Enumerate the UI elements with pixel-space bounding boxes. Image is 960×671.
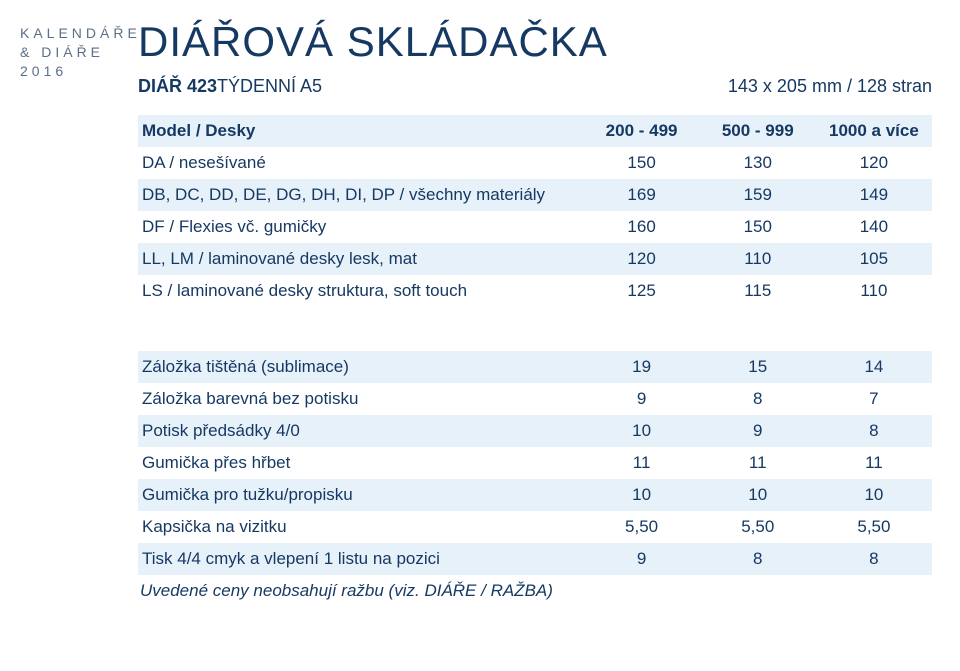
row-val: 15 [700, 351, 816, 383]
row-label: DF / Flexies vč. gumičky [138, 211, 584, 243]
subtitle-dims: 143 x 205 mm / 128 stran [728, 76, 932, 97]
sidebar-meta: KALENDÁŘE & DIÁŘE 2016 [20, 18, 130, 601]
page-title: DIÁŘOVÁ SKLÁDAČKA [138, 18, 932, 66]
row-val: 8 [700, 383, 816, 415]
row-val: 9 [584, 383, 700, 415]
row-val: 140 [816, 211, 932, 243]
row-label: Záložka barevná bez potisku [138, 383, 584, 415]
subtitle-row: DIÁŘ 423 TÝDENNÍ A5 143 x 205 mm / 128 s… [138, 76, 932, 97]
table-row: LL, LM / laminované desky lesk, mat 120 … [138, 243, 932, 275]
table-row: Potisk předsádky 4/0 10 9 8 [138, 415, 932, 447]
table-row: Gumička přes hřbet 11 11 11 [138, 447, 932, 479]
table-row: DB, DC, DD, DE, DG, DH, DI, DP / všechny… [138, 179, 932, 211]
footnote: Uvedené ceny neobsahují ražbu (viz. DIÁŘ… [138, 581, 932, 601]
row-val: 8 [816, 543, 932, 575]
row-val: 159 [700, 179, 816, 211]
side-line-1: KALENDÁŘE [20, 24, 130, 43]
row-val: 11 [584, 447, 700, 479]
table-row: DA / nesešívané 150 130 120 [138, 147, 932, 179]
row-val: 120 [816, 147, 932, 179]
head-label: Model / Desky [138, 115, 584, 147]
row-val: 110 [816, 275, 932, 307]
row-label: DA / nesešívané [138, 147, 584, 179]
row-val: 9 [700, 415, 816, 447]
row-val: 10 [816, 479, 932, 511]
row-val: 5,50 [584, 511, 700, 543]
row-val: 11 [700, 447, 816, 479]
side-line-3: 2016 [20, 62, 130, 81]
row-label: LL, LM / laminované desky lesk, mat [138, 243, 584, 275]
row-label: Potisk předsádky 4/0 [138, 415, 584, 447]
head-col-1: 200 - 499 [584, 115, 700, 147]
row-val: 169 [584, 179, 700, 211]
main-content: DIÁŘOVÁ SKLÁDAČKA DIÁŘ 423 TÝDENNÍ A5 14… [130, 18, 932, 601]
table-row: Tisk 4/4 cmyk a vlepení 1 listu na pozic… [138, 543, 932, 575]
row-label: Tisk 4/4 cmyk a vlepení 1 listu na pozic… [138, 543, 584, 575]
subtitle-strong: DIÁŘ 423 [138, 76, 217, 97]
table-row: DF / Flexies vč. gumičky 160 150 140 [138, 211, 932, 243]
row-val: 8 [700, 543, 816, 575]
row-label: DB, DC, DD, DE, DG, DH, DI, DP / všechny… [138, 179, 584, 211]
subtitle-light: TÝDENNÍ A5 [217, 76, 322, 97]
row-label: LS / laminované desky struktura, soft to… [138, 275, 584, 307]
row-val: 10 [584, 415, 700, 447]
table-gap [138, 307, 932, 351]
row-val: 19 [584, 351, 700, 383]
row-val: 130 [700, 147, 816, 179]
row-val: 149 [816, 179, 932, 211]
row-val: 5,50 [816, 511, 932, 543]
row-label: Záložka tištěná (sublimace) [138, 351, 584, 383]
table-row: Záložka tištěná (sublimace) 19 15 14 [138, 351, 932, 383]
row-label: Gumička přes hřbet [138, 447, 584, 479]
row-val: 115 [700, 275, 816, 307]
row-val: 10 [700, 479, 816, 511]
row-val: 5,50 [700, 511, 816, 543]
row-val: 150 [700, 211, 816, 243]
table-row: Kapsička na vizitku 5,50 5,50 5,50 [138, 511, 932, 543]
row-val: 105 [816, 243, 932, 275]
table-header-row: Model / Desky 200 - 499 500 - 999 1000 a… [138, 115, 932, 147]
page: KALENDÁŘE & DIÁŘE 2016 DIÁŘOVÁ SKLÁDAČKA… [0, 0, 960, 601]
row-val: 125 [584, 275, 700, 307]
row-val: 160 [584, 211, 700, 243]
row-val: 10 [584, 479, 700, 511]
table-row: Gumička pro tužku/propisku 10 10 10 [138, 479, 932, 511]
side-line-2: & DIÁŘE [20, 43, 130, 62]
row-val: 8 [816, 415, 932, 447]
table-row: LS / laminované desky struktura, soft to… [138, 275, 932, 307]
row-val: 150 [584, 147, 700, 179]
price-table: Model / Desky 200 - 499 500 - 999 1000 a… [138, 115, 932, 575]
row-val: 14 [816, 351, 932, 383]
table-row: Záložka barevná bez potisku 9 8 7 [138, 383, 932, 415]
row-val: 11 [816, 447, 932, 479]
row-val: 110 [700, 243, 816, 275]
row-val: 9 [584, 543, 700, 575]
row-val: 7 [816, 383, 932, 415]
row-val: 120 [584, 243, 700, 275]
row-label: Gumička pro tužku/propisku [138, 479, 584, 511]
row-label: Kapsička na vizitku [138, 511, 584, 543]
head-col-2: 500 - 999 [700, 115, 816, 147]
head-col-3: 1000 a více [816, 115, 932, 147]
